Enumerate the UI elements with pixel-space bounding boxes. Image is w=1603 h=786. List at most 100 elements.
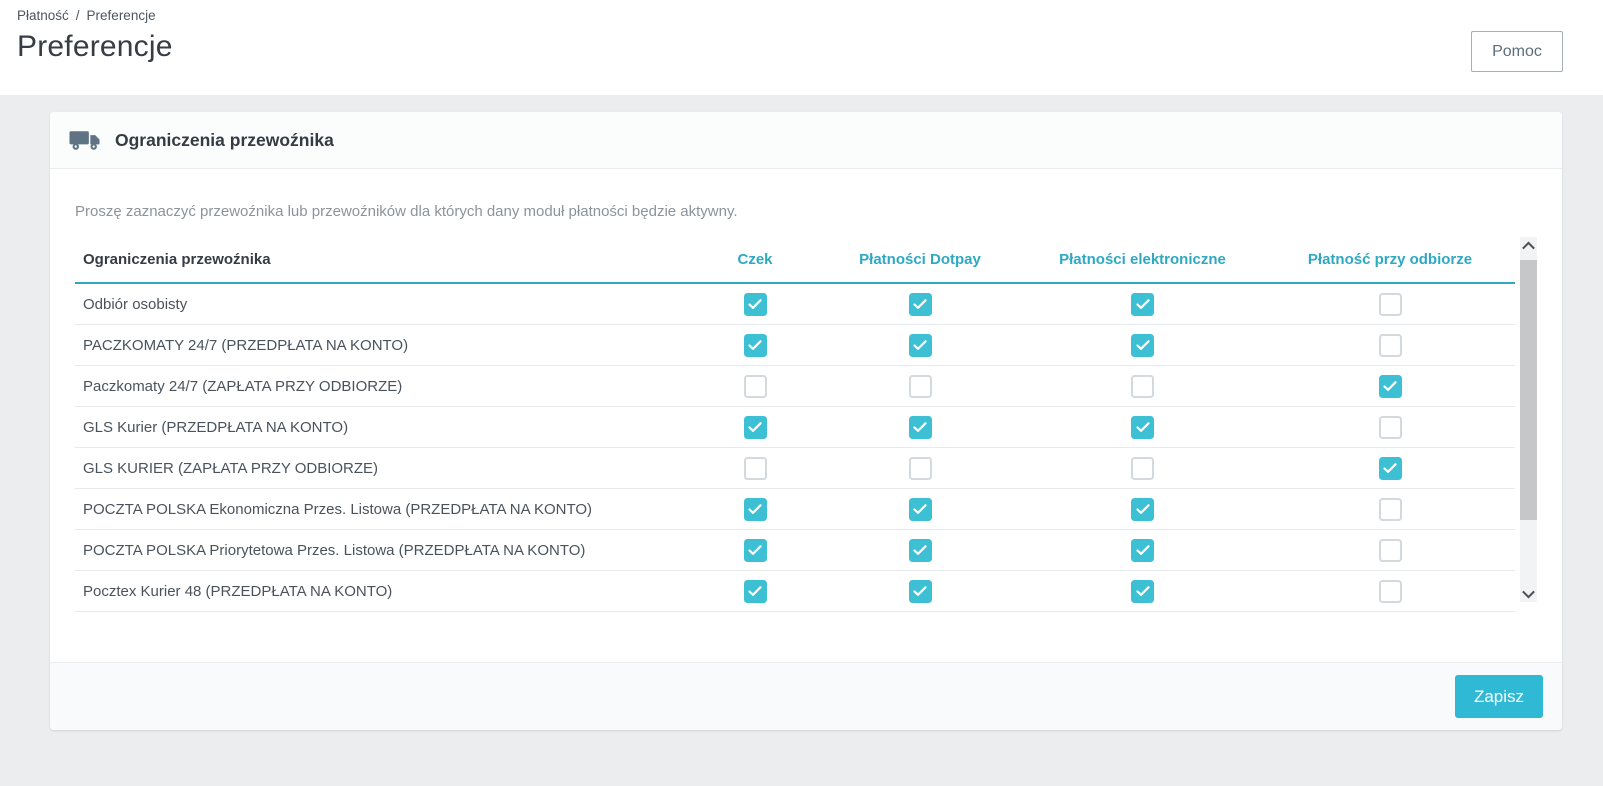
- carrier-checkbox[interactable]: [1131, 497, 1154, 521]
- carrier-checkbox[interactable]: [1378, 333, 1402, 357]
- check-cell: [1020, 292, 1265, 316]
- carrier-checkbox[interactable]: [908, 456, 932, 480]
- carrier-name: POCZTA POLSKA Ekonomiczna Przes. Listowa…: [83, 500, 593, 518]
- carrier-checkbox[interactable]: [908, 579, 932, 603]
- check-cell: [1265, 538, 1515, 562]
- check-cell: [690, 374, 820, 398]
- column-header-carrier: Ograniczenia przewoźnika: [83, 251, 271, 268]
- table-row: GLS Kurier (PRZEDPŁATA NA KONTO): [75, 407, 1515, 448]
- carrier-checkbox[interactable]: [1378, 538, 1402, 562]
- carrier-checkbox[interactable]: [908, 333, 932, 357]
- carrier-checkbox[interactable]: [1378, 292, 1402, 316]
- column-header-dotpay: Płatności Dotpay: [859, 251, 981, 268]
- carrier-checkbox[interactable]: [1131, 292, 1154, 316]
- carrier-restrictions-panel: Ograniczenia przewoźnika Proszę zaznaczy…: [50, 112, 1562, 730]
- carrier-checkbox[interactable]: [908, 415, 932, 439]
- carrier-checkbox[interactable]: [1378, 456, 1402, 480]
- carrier-checkbox[interactable]: [1378, 415, 1402, 439]
- carrier-checkbox[interactable]: [1378, 579, 1402, 603]
- carrier-checkbox[interactable]: [1131, 333, 1154, 357]
- carrier-name: Pocztex Kurier 48 (PRZEDPŁATA NA KONTO): [83, 582, 393, 600]
- carrier-name: GLS KURIER (ZAPŁATA PRZY ODBIORZE): [83, 459, 379, 477]
- top-header: Płatność / Preferencje Preferencje Pomoc: [0, 0, 1603, 95]
- carrier-name: POCZTA POLSKA Priorytetowa Przes. Listow…: [83, 541, 586, 559]
- check-cell: [690, 292, 820, 316]
- carrier-checkbox[interactable]: [743, 538, 767, 562]
- check-cell: [1265, 415, 1515, 439]
- carrier-checkbox[interactable]: [1131, 456, 1154, 480]
- carrier-checkbox[interactable]: [743, 333, 767, 357]
- scrollbar-down-arrow-icon[interactable]: [1520, 584, 1537, 602]
- carrier-checkbox[interactable]: [908, 374, 932, 398]
- check-cell: [690, 497, 820, 521]
- carrier-name: GLS Kurier (PRZEDPŁATA NA KONTO): [83, 418, 349, 436]
- panel-header: Ograniczenia przewoźnika: [50, 112, 1562, 169]
- table-body: Odbiór osobisty PACZKOMATY 24/7 (PRZEDPŁA…: [75, 284, 1515, 612]
- check-cell: [820, 538, 1020, 562]
- carrier-checkbox[interactable]: [908, 538, 932, 562]
- carrier-checkbox[interactable]: [743, 415, 767, 439]
- check-cell: [690, 456, 820, 480]
- check-cell: [1020, 579, 1265, 603]
- carrier-checkbox[interactable]: [743, 579, 767, 603]
- check-cell: [1265, 456, 1515, 480]
- carrier-checkbox[interactable]: [1131, 415, 1154, 439]
- check-cell: [1265, 374, 1515, 398]
- table-row: PACZKOMATY 24/7 (PRZEDPŁATA NA KONTO): [75, 325, 1515, 366]
- table-header-row: Ograniczenia przewoźnika Czek Płatności …: [75, 237, 1515, 284]
- help-button[interactable]: Pomoc: [1471, 31, 1563, 72]
- carrier-checkbox[interactable]: [743, 292, 767, 316]
- carrier-checkbox[interactable]: [743, 456, 767, 480]
- column-header-elektroniczne: Płatności elektroniczne: [1059, 251, 1226, 268]
- check-cell: [1265, 333, 1515, 357]
- panel-description: Proszę zaznaczyć przewoźnika lub przewoź…: [75, 203, 738, 220]
- main-content: Ograniczenia przewoźnika Proszę zaznaczy…: [0, 95, 1603, 730]
- check-cell: [1020, 497, 1265, 521]
- scrollbar-up-arrow-icon[interactable]: [1520, 237, 1537, 255]
- check-cell: [690, 579, 820, 603]
- carrier-checkbox[interactable]: [743, 497, 767, 521]
- breadcrumb-item-platnosc[interactable]: Płatność: [17, 8, 69, 23]
- check-cell: [820, 374, 1020, 398]
- check-cell: [1265, 497, 1515, 521]
- panel-title: Ograniczenia przewoźnika: [115, 129, 334, 150]
- page-title: Preferencje: [17, 30, 173, 63]
- vertical-scrollbar[interactable]: [1520, 237, 1537, 602]
- check-cell: [820, 456, 1020, 480]
- table-row: Pocztex Kurier 48 (PRZEDPŁATA NA KONTO): [75, 571, 1515, 612]
- truck-icon: [69, 128, 100, 152]
- breadcrumb-separator: /: [75, 8, 80, 23]
- carrier-table: Ograniczenia przewoźnika Czek Płatności …: [75, 237, 1537, 612]
- carrier-checkbox[interactable]: [743, 374, 767, 398]
- column-header-czek: Czek: [737, 251, 773, 268]
- panel-body: Proszę zaznaczyć przewoźnika lub przewoź…: [50, 169, 1562, 612]
- carrier-checkbox[interactable]: [1131, 538, 1154, 562]
- scrollbar-thumb[interactable]: [1520, 260, 1537, 520]
- check-cell: [1265, 579, 1515, 603]
- carrier-checkbox[interactable]: [1131, 374, 1154, 398]
- carrier-checkbox[interactable]: [1131, 579, 1154, 603]
- check-cell: [1020, 538, 1265, 562]
- check-cell: [1020, 415, 1265, 439]
- carrier-name: Paczkomaty 24/7 (ZAPŁATA PRZY ODBIORZE): [83, 377, 403, 395]
- carrier-checkbox[interactable]: [908, 497, 932, 521]
- carrier-checkbox[interactable]: [908, 292, 932, 316]
- check-cell: [1020, 333, 1265, 357]
- check-cell: [1020, 374, 1265, 398]
- check-cell: [690, 333, 820, 357]
- table-row: GLS KURIER (ZAPŁATA PRZY ODBIORZE): [75, 448, 1515, 489]
- save-button[interactable]: Zapisz: [1455, 675, 1543, 718]
- table-row: Odbiór osobisty: [75, 284, 1515, 325]
- check-cell: [1265, 292, 1515, 316]
- breadcrumb-item-preferencje: Preferencje: [86, 8, 156, 23]
- carrier-name: Odbiór osobisty: [83, 295, 188, 313]
- carrier-checkbox[interactable]: [1378, 497, 1402, 521]
- check-cell: [820, 579, 1020, 603]
- carrier-checkbox[interactable]: [1378, 374, 1402, 398]
- panel-footer: Zapisz: [50, 662, 1562, 730]
- carrier-name: PACZKOMATY 24/7 (PRZEDPŁATA NA KONTO): [83, 336, 409, 354]
- check-cell: [820, 292, 1020, 316]
- check-cell: [690, 538, 820, 562]
- check-cell: [1020, 456, 1265, 480]
- table-row: POCZTA POLSKA Priorytetowa Przes. Listow…: [75, 530, 1515, 571]
